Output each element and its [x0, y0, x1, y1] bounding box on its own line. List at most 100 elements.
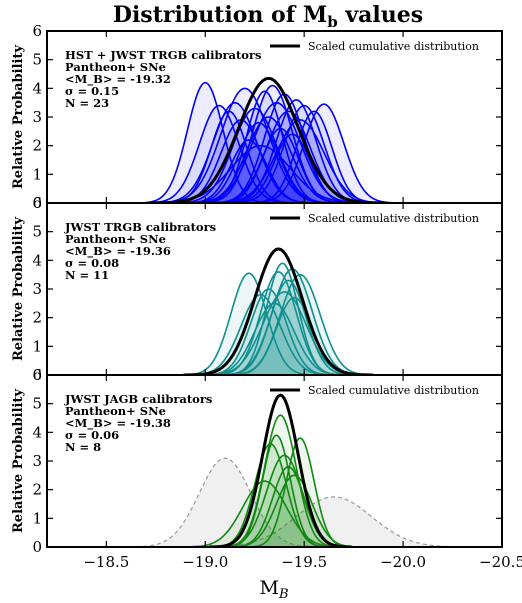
- calibrator-curve-11: [221, 273, 380, 375]
- cumulative-curve: [209, 393, 352, 547]
- calibrator-fill-1: [177, 273, 320, 375]
- y-tick-label: 1: [32, 509, 42, 527]
- calibrator-curve-8: [217, 279, 360, 375]
- calibrator-fill-11: [181, 117, 356, 203]
- calibrator-fill-3: [197, 289, 340, 375]
- cumulative-curve: [149, 76, 388, 203]
- y-tick-label: 3: [32, 280, 42, 298]
- annotation-line-2: Pantheon+ SNe: [65, 232, 166, 246]
- x-tick-label: −20.0: [380, 553, 426, 571]
- y-tick-label: 6: [32, 194, 42, 212]
- calibrator-curve-22: [244, 103, 404, 203]
- calibrator-curve-10: [193, 90, 336, 203]
- chart-panels: 0 1 2 3 4 5 6 Relative Probability HST + JWST TR…: [11, 22, 503, 556]
- y-tick-label: 6: [32, 22, 42, 40]
- outlier-curve-1: [122, 457, 328, 547]
- annotation-line-1: JWST JAGB calibrators: [64, 392, 212, 406]
- y-tick-label: 5: [32, 223, 42, 241]
- panel-3: 0 1 2 3 4 5 6 Relative Probability JWST JAGB cal…: [11, 366, 503, 556]
- plot-area: [122, 393, 485, 547]
- calibrator-fill-4: [217, 415, 344, 547]
- y-tick-label: 4: [32, 423, 42, 441]
- x-axis-label-main: M: [259, 577, 278, 599]
- calibrator-fill-8: [244, 438, 356, 547]
- annotation-line-1: HST + JWST TRGB calibrators: [65, 48, 262, 62]
- calibrator-fill-2: [207, 443, 334, 547]
- y-axis-label: Relative Probability: [11, 217, 26, 361]
- calibrator-fill-1: [177, 481, 352, 547]
- calibrator-fill-9: [179, 122, 338, 203]
- calibrator-fill-4: [147, 102, 322, 203]
- annotation-line-1: JWST TRGB calibrators: [64, 220, 216, 234]
- outlier-fill-2: [183, 496, 485, 547]
- y-tick-label: 0: [32, 366, 42, 384]
- y-tick-label: 5: [32, 51, 42, 69]
- calibrator-curve-7: [223, 474, 366, 547]
- y-tick-label: 2: [32, 309, 42, 327]
- annotation-line-3: <M_B> = -19.32: [65, 72, 171, 87]
- y-tick-label: 3: [32, 452, 42, 470]
- panel-1: 0 1 2 3 4 5 6 Relative Probability HST + JWST TR…: [11, 22, 503, 212]
- chart-title: Distribution of Mb values: [113, 2, 423, 31]
- legend-label: Scaled cumulative distribution: [308, 212, 479, 225]
- y-axis-label: Relative Probability: [11, 45, 26, 189]
- plot-area: [177, 247, 380, 375]
- y-tick-label: 4: [32, 79, 42, 97]
- calibrator-fill-5: [161, 119, 320, 203]
- y-axis-label: Relative Probability: [11, 389, 26, 533]
- calibrator-curve-21: [242, 110, 386, 203]
- cumulative-curve: [183, 247, 374, 375]
- calibrator-curve-9: [179, 121, 338, 203]
- annotation-line-5: N = 8: [65, 440, 101, 454]
- annotation-line-4: σ = 0.15: [65, 84, 119, 98]
- x-axis-label-subscript: B: [278, 587, 289, 602]
- calibrator-fill-6: [219, 263, 346, 375]
- y-tick-label: 0: [32, 538, 42, 556]
- annotation-line-3: <M_B> = -19.36: [65, 244, 171, 259]
- legend: Scaled cumulative distribution: [270, 384, 479, 397]
- x-axis: −18.5 −19.0 −19.5 −20.0 −20.5: [83, 553, 522, 571]
- annotation-line-3: <M_B> = -19.38: [65, 416, 171, 431]
- legend: Scaled cumulative distribution: [270, 212, 479, 225]
- outlier-fill-1: [122, 458, 328, 547]
- panel-2: 0 1 2 3 4 5 6 Relative Probability JWST TRGB cal…: [11, 194, 503, 384]
- calibrator-curve-1: [177, 480, 352, 547]
- chart-title-main: Distribution of M: [113, 2, 327, 28]
- annotation-line-2: Pantheon+ SNe: [65, 60, 166, 74]
- plot-area: [134, 76, 404, 203]
- x-tick-label: −18.5: [83, 553, 129, 571]
- calibrator-curve-1: [177, 272, 321, 375]
- calibrator-fill-9: [213, 268, 372, 375]
- x-tick-label: −19.0: [182, 553, 228, 571]
- y-tick-label: 4: [32, 251, 42, 269]
- calibrator-fill-10: [223, 297, 366, 375]
- chart-title-subscript: b: [327, 13, 338, 31]
- y-tick-label: 6: [32, 366, 42, 384]
- calibrator-fill-7: [197, 291, 372, 375]
- annotation-line-4: σ = 0.06: [65, 428, 119, 442]
- calibrator-fill-8: [167, 108, 342, 203]
- chart-title-end: values: [338, 2, 423, 28]
- annotation-line-2: Pantheon+ SNe: [65, 404, 166, 418]
- y-tick-label: 0: [32, 194, 42, 212]
- y-tick-label: 2: [32, 481, 42, 499]
- calibrator-fill-23: [141, 145, 380, 203]
- calibrator-fill-10: [193, 91, 336, 203]
- y-tick-label: 5: [32, 395, 42, 413]
- annotation-line-5: N = 11: [65, 268, 109, 282]
- legend: Scaled cumulative distribution: [270, 40, 479, 53]
- legend-label: Scaled cumulative distribution: [308, 40, 479, 53]
- calibrator-fill-5: [213, 455, 356, 547]
- calibrator-fill-2: [181, 294, 340, 375]
- x-tick-label: −19.5: [281, 553, 327, 571]
- y-tick-label: 1: [32, 337, 42, 355]
- legend-label: Scaled cumulative distribution: [308, 384, 479, 397]
- calibrator-curve-8: [244, 437, 356, 547]
- annotation-line-5: N = 23: [65, 96, 109, 110]
- calibrator-fill-1: [134, 82, 277, 203]
- calibrator-fill-2: [139, 105, 299, 203]
- calibrator-fill-15: [205, 94, 364, 203]
